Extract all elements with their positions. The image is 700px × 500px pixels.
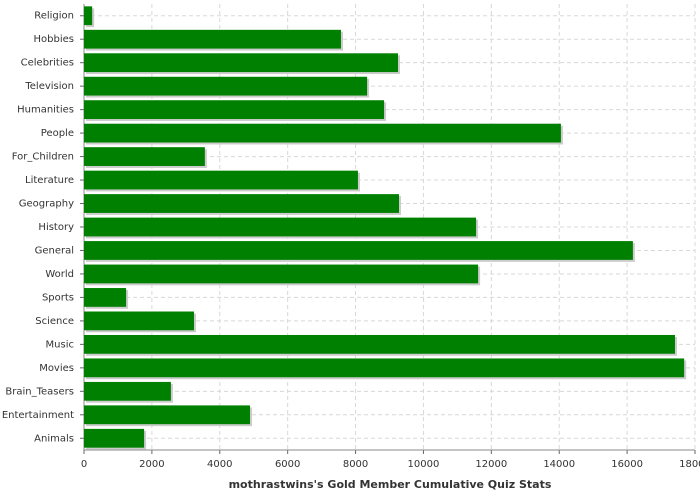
x-tick-label: 4000 <box>207 459 232 470</box>
y-tick-label: Movies <box>39 363 74 374</box>
x-axis-title: mothrastwins's Gold Member Cumulative Qu… <box>229 478 552 491</box>
x-tick-label: 8000 <box>343 459 368 470</box>
y-tick-label: World <box>45 269 74 280</box>
y-tick-label: Music <box>46 339 74 350</box>
bar <box>84 405 250 425</box>
bar <box>84 241 633 260</box>
y-tick-label: Brain_Teasers <box>5 386 74 397</box>
y-tick-label: Literature <box>25 175 74 186</box>
bar <box>84 358 685 378</box>
y-tick-label: Geography <box>19 199 74 210</box>
x-tick-label: 14000 <box>543 459 575 470</box>
y-tick-label: Celebrities <box>21 58 74 69</box>
y-tick-label: Television <box>24 81 74 92</box>
y-tick-label: Sports <box>42 292 74 303</box>
x-tick-label: 10000 <box>408 459 440 470</box>
x-tick-label: 12000 <box>475 459 507 470</box>
y-tick-label: History <box>38 222 74 233</box>
bar <box>84 170 358 190</box>
bar <box>84 53 398 73</box>
bar <box>84 147 205 166</box>
bar <box>84 100 385 120</box>
bar <box>84 288 127 307</box>
bar <box>84 311 194 331</box>
bar <box>84 217 477 237</box>
bar <box>84 381 171 401</box>
x-tick-label: 0 <box>81 459 87 470</box>
y-tick-label: Hobbies <box>34 34 74 45</box>
y-tick-label: Animals <box>34 433 74 444</box>
y-tick-label: Religion <box>34 11 74 22</box>
x-tick-label: 18000 <box>679 459 700 470</box>
x-tick-label: 16000 <box>611 459 643 470</box>
bar <box>84 29 341 49</box>
x-tick-label: 2000 <box>139 459 164 470</box>
y-tick-label: Entertainment <box>2 410 74 421</box>
bar <box>84 194 400 213</box>
y-tick-label: Humanities <box>17 105 74 116</box>
y-tick-label: Science <box>35 316 74 327</box>
bar <box>84 264 479 284</box>
x-tick-label: 6000 <box>275 459 300 470</box>
bar <box>84 428 145 448</box>
bar <box>84 76 368 96</box>
y-tick-label: People <box>41 128 74 139</box>
y-tick-label: General <box>35 245 74 256</box>
bar <box>84 123 561 143</box>
bar <box>84 6 93 26</box>
y-tick-label: For_Children <box>12 152 74 163</box>
bar <box>84 334 675 354</box>
